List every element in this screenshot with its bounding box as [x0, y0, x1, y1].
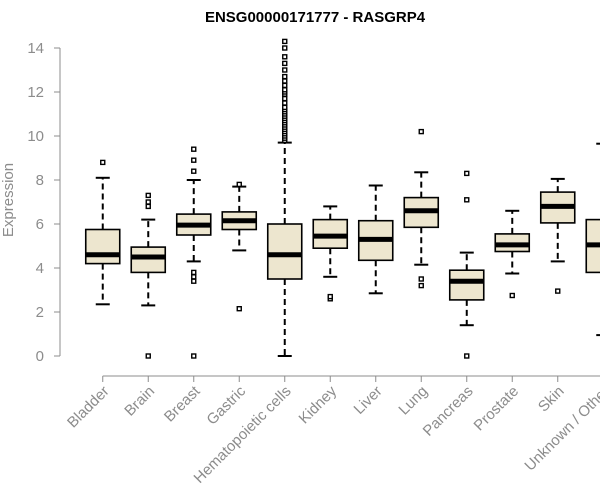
- outlier-point: [282, 67, 288, 73]
- x-tick-label-pancreas: Pancreas: [420, 383, 477, 440]
- outlier-point: [464, 197, 470, 203]
- iqr-box: [84, 228, 121, 265]
- outlier-point: [418, 276, 424, 282]
- outlier-point: [145, 353, 151, 359]
- outlier-point: [282, 78, 288, 84]
- outlier-point: [555, 288, 561, 294]
- outlier-point: [191, 157, 197, 163]
- outlier-point: [145, 199, 151, 205]
- x-tick-label-bladder: Bladder: [64, 383, 113, 432]
- box-unknown-other: [585, 142, 600, 337]
- outlier-point: [464, 170, 470, 177]
- x-tick-label-brain: Brain: [121, 383, 158, 420]
- outlier-point: [464, 353, 470, 359]
- outlier-point: [327, 293, 333, 300]
- box-lung: [403, 128, 440, 289]
- box-prostate: [494, 209, 531, 299]
- outlier-point: [191, 168, 197, 174]
- x-tick-label-skin: Skin: [535, 383, 568, 416]
- outlier-point: [282, 87, 288, 93]
- y-tick-label: 12: [27, 84, 44, 101]
- box-gastric: [221, 181, 258, 312]
- outlier-point: [282, 38, 288, 45]
- outlier-point: [145, 203, 151, 210]
- outlier-point: [282, 100, 288, 106]
- y-tick-label: 10: [27, 128, 44, 145]
- iqr-box: [266, 223, 303, 280]
- iqr-box: [130, 246, 167, 274]
- outlier-point: [191, 269, 197, 276]
- y-tick-label: 6: [36, 216, 44, 233]
- box-bladder: [84, 159, 121, 306]
- box-breast: [175, 146, 212, 359]
- x-tick-label-liver: Liver: [351, 383, 386, 418]
- y-axis: 0 2 4 6 8 10 12 14: [27, 40, 61, 365]
- outlier-point: [236, 181, 242, 188]
- box-kidney: [312, 205, 349, 302]
- x-tick-label-breast: Breast: [161, 382, 204, 425]
- y-tick-label: 2: [36, 304, 44, 321]
- outlier-point: [282, 60, 288, 67]
- box-liver: [357, 184, 394, 295]
- outlier-point: [236, 306, 242, 312]
- y-tick-label: 14: [27, 40, 44, 57]
- chart-title: ENSG00000171777 - RASGRP4: [205, 9, 426, 26]
- x-tick-label-prostate: Prostate: [471, 383, 523, 435]
- outlier-point: [509, 292, 515, 299]
- x-tick-label-lung: Lung: [395, 383, 431, 419]
- outlier-point: [100, 159, 106, 166]
- y-axis-label: Expression: [0, 163, 17, 237]
- outlier-point: [418, 128, 424, 135]
- y-tick-label: 8: [36, 172, 44, 189]
- box-hematopoietic-cells: [266, 38, 303, 357]
- outlier-point: [282, 95, 288, 102]
- outlier-point: [282, 82, 288, 89]
- outlier-point: [191, 274, 197, 280]
- outlier-point: [282, 104, 288, 111]
- outlier-point: [191, 278, 197, 284]
- plot-area: [84, 38, 600, 359]
- outlier-point: [191, 353, 197, 359]
- outlier-point: [282, 45, 288, 51]
- outlier-point: [191, 146, 197, 152]
- y-tick-label: 4: [36, 260, 44, 277]
- outlier-point: [418, 282, 424, 289]
- outlier-point: [282, 73, 288, 80]
- box-skin: [539, 177, 576, 294]
- iqr-box: [448, 269, 485, 301]
- x-tick-label-kidney: Kidney: [296, 382, 341, 427]
- outlier-point: [282, 54, 288, 60]
- y-tick-label: 0: [36, 348, 44, 365]
- box-brain: [130, 192, 167, 359]
- box-pancreas: [448, 170, 485, 359]
- outlier-point: [145, 192, 151, 199]
